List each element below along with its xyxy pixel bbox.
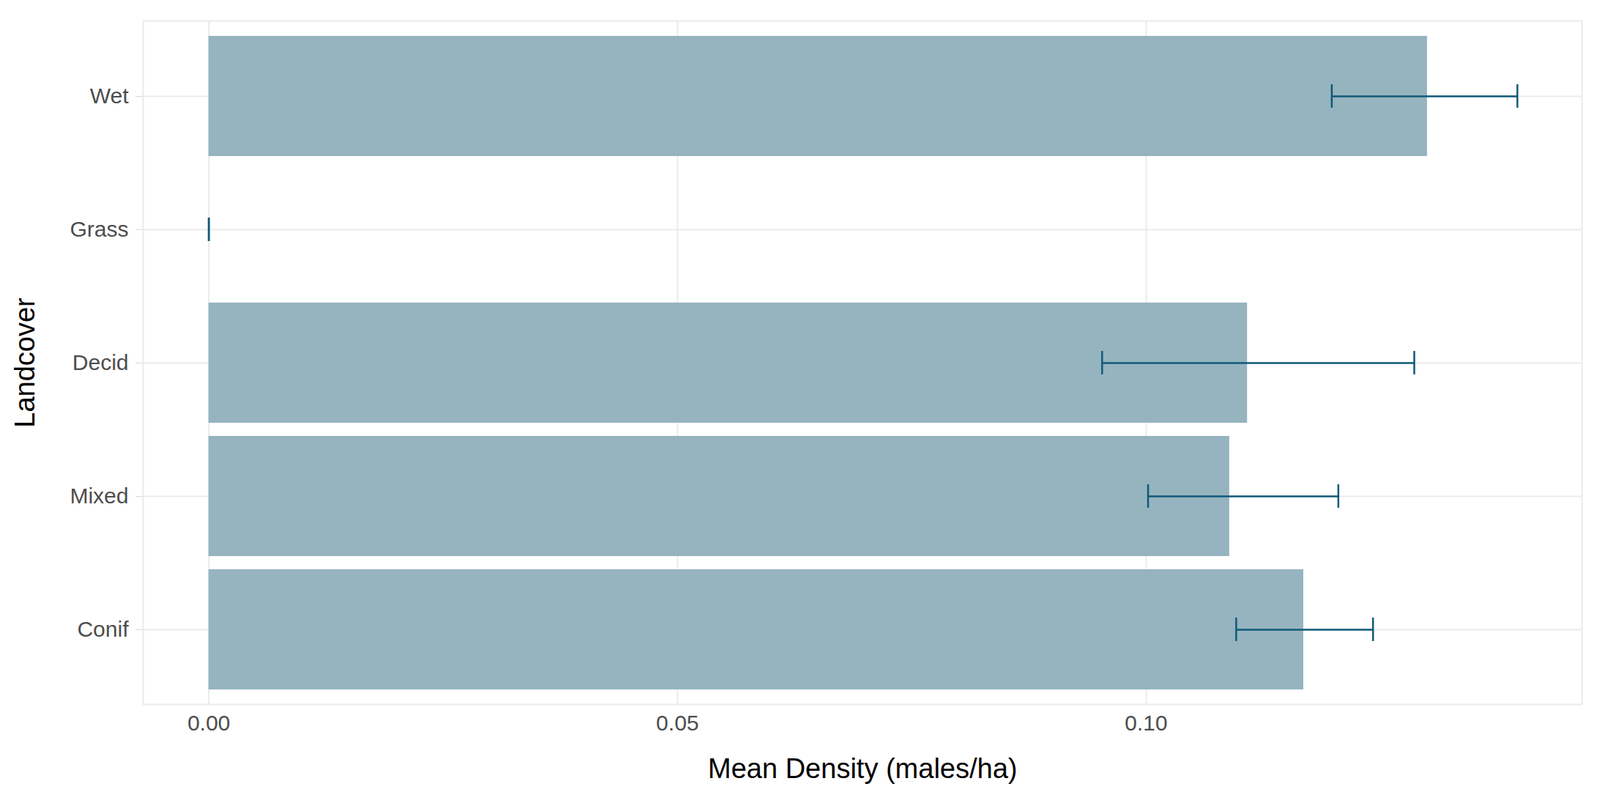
svg-text:0.00: 0.00 [187, 710, 231, 735]
svg-text:Conif: Conif [76, 616, 129, 642]
svg-text:Landcover: Landcover [9, 297, 41, 428]
svg-text:0.05: 0.05 [656, 710, 699, 735]
svg-text:Decid: Decid [72, 350, 129, 375]
svg-text:Mean Density (males/ha): Mean Density (males/ha) [707, 753, 1017, 784]
svg-text:Wet: Wet [90, 83, 129, 108]
svg-text:Grass: Grass [69, 216, 129, 242]
svg-text:0.10: 0.10 [1124, 710, 1168, 735]
svg-text:Mixed: Mixed [69, 483, 129, 508]
